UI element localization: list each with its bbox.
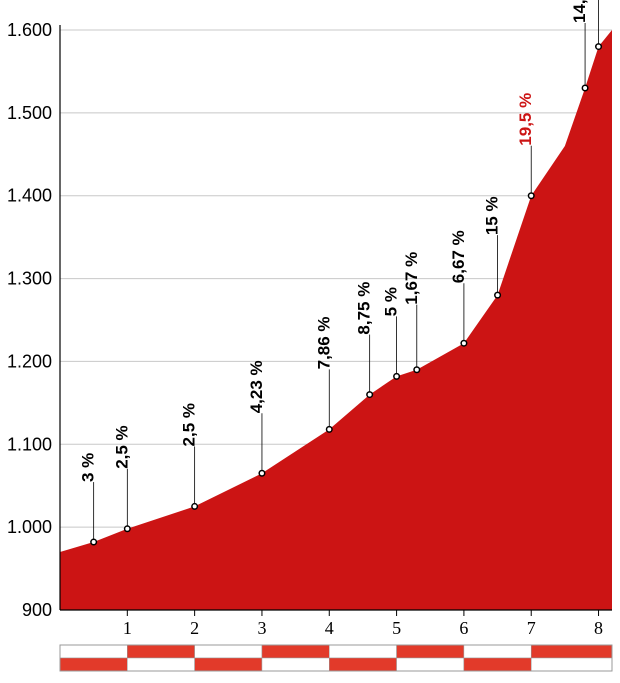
gradient-marker-inner [125, 527, 129, 531]
gradient-label: 2,5 % [180, 403, 199, 446]
gradient-marker-inner [327, 427, 331, 431]
y-tick-label: 1.500 [7, 103, 52, 123]
footer-cell-bottom [262, 658, 329, 671]
footer-cell-bottom [127, 658, 194, 671]
gradient-marker-inner [92, 540, 96, 544]
footer-cell-bottom [464, 658, 531, 671]
gradient-marker-inner [496, 293, 500, 297]
gradient-marker-inner [529, 194, 533, 198]
y-tick-label: 1.300 [7, 269, 52, 289]
y-tick-label: 1.000 [7, 517, 52, 537]
gradient-label: 2,5 % [112, 425, 131, 468]
x-tick-label: 5 [392, 618, 401, 638]
gradient-label: 15 % [483, 196, 502, 235]
x-tick-label: 8 [594, 618, 603, 638]
y-tick-label: 1.200 [7, 351, 52, 371]
footer-cell-top [464, 645, 531, 658]
footer-cell-top [127, 645, 194, 658]
footer-cell-bottom [329, 658, 396, 671]
footer-cell-bottom [60, 658, 127, 671]
gradient-label: 5 % [382, 287, 401, 316]
gradient-label: 8,75 % [355, 282, 374, 335]
gradient-marker-inner [583, 86, 587, 90]
gradient-marker-inner [597, 45, 601, 49]
gradient-label: 1,67 % [402, 252, 421, 305]
footer-cell-top [60, 645, 127, 658]
gradient-marker-inner [368, 393, 372, 397]
x-tick-label: 2 [190, 618, 199, 638]
x-tick-label: 3 [257, 618, 266, 638]
y-tick-label: 1.100 [7, 434, 52, 454]
x-tick-label: 6 [459, 618, 468, 638]
elevation-profile-chart: 900 1.000 1.100 1.200 1.300 1.400 1.500 1.600 1 2… [0, 0, 620, 683]
footer-cell-top [531, 645, 612, 658]
gradient-marker-inner [415, 368, 419, 372]
x-tick-label: 4 [325, 618, 334, 638]
gradient-label: 3 % [79, 453, 98, 482]
gradient-marker-inner [395, 374, 399, 378]
gradient-marker-inner [462, 341, 466, 345]
x-tick-label: 1 [123, 618, 132, 638]
gradient-label: 19,5 % [516, 93, 535, 146]
gradient-label: 6,67 % [449, 230, 468, 283]
footer-cell-bottom [531, 658, 612, 671]
footer-cell-top [195, 645, 262, 658]
y-tick-label: 900 [22, 600, 52, 620]
y-tick-label: 1.400 [7, 186, 52, 206]
gradient-label: 4,23 % [247, 360, 266, 413]
gradient-label: 14,44 % [570, 0, 589, 23]
footer-cell-top [397, 645, 464, 658]
footer-cell-bottom [397, 658, 464, 671]
gradient-marker-inner [193, 504, 197, 508]
gradient-marker-inner [260, 471, 264, 475]
x-tick-label: 7 [527, 618, 536, 638]
footer-cell-bottom [195, 658, 262, 671]
y-tick-label: 1.600 [7, 20, 52, 40]
footer-cell-top [329, 645, 396, 658]
gradient-label: 7,86 % [314, 316, 333, 369]
footer-cell-top [262, 645, 329, 658]
